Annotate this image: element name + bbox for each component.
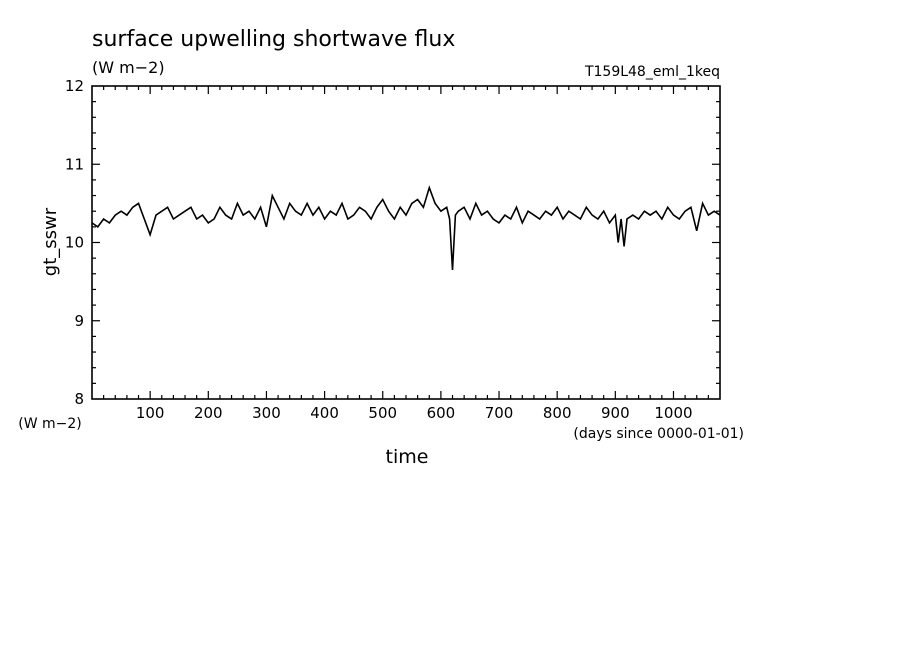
y-axis-label: gt_sswr — [40, 207, 61, 276]
chart-subtitle-units: (W m−2) — [92, 58, 165, 77]
x-tick-label: 900 — [601, 404, 630, 422]
x-tick-label: 700 — [485, 404, 514, 422]
x-tick-label: 300 — [252, 404, 281, 422]
axis-ticks — [92, 86, 720, 399]
series-group — [91, 185, 721, 270]
x-tick-label: 800 — [543, 404, 572, 422]
chart-title: surface upwelling shortwave flux — [92, 27, 455, 52]
y-tick-label: 12 — [65, 77, 84, 95]
x-tick-label: 600 — [427, 404, 456, 422]
y-tick-label: 10 — [65, 234, 84, 252]
y-tick-labels: 8 9 10 11 12 — [65, 77, 84, 408]
x-tick-label: 400 — [310, 404, 339, 422]
x-tick-label: 200 — [194, 404, 223, 422]
y-tick-label: 11 — [65, 155, 84, 173]
x-axis-label: time — [386, 446, 429, 468]
y-tick-label: 9 — [74, 312, 84, 330]
run-label: T159L48_eml_1keq — [584, 64, 720, 80]
x-tick-label: 100 — [136, 404, 165, 422]
x-tick-label: 500 — [368, 404, 397, 422]
x-tick-label: 1000 — [654, 404, 692, 422]
x-tick-labels: 100 200 300 400 500 600 700 800 900 1000 — [136, 404, 693, 422]
y-tick-label: 8 — [74, 390, 84, 408]
series-line-0 — [91, 185, 721, 270]
plot-frame — [91, 85, 721, 400]
x-axis-units: (days since 0000-01-01) — [573, 426, 744, 442]
y-axis-units: (W m−2) — [18, 416, 82, 432]
